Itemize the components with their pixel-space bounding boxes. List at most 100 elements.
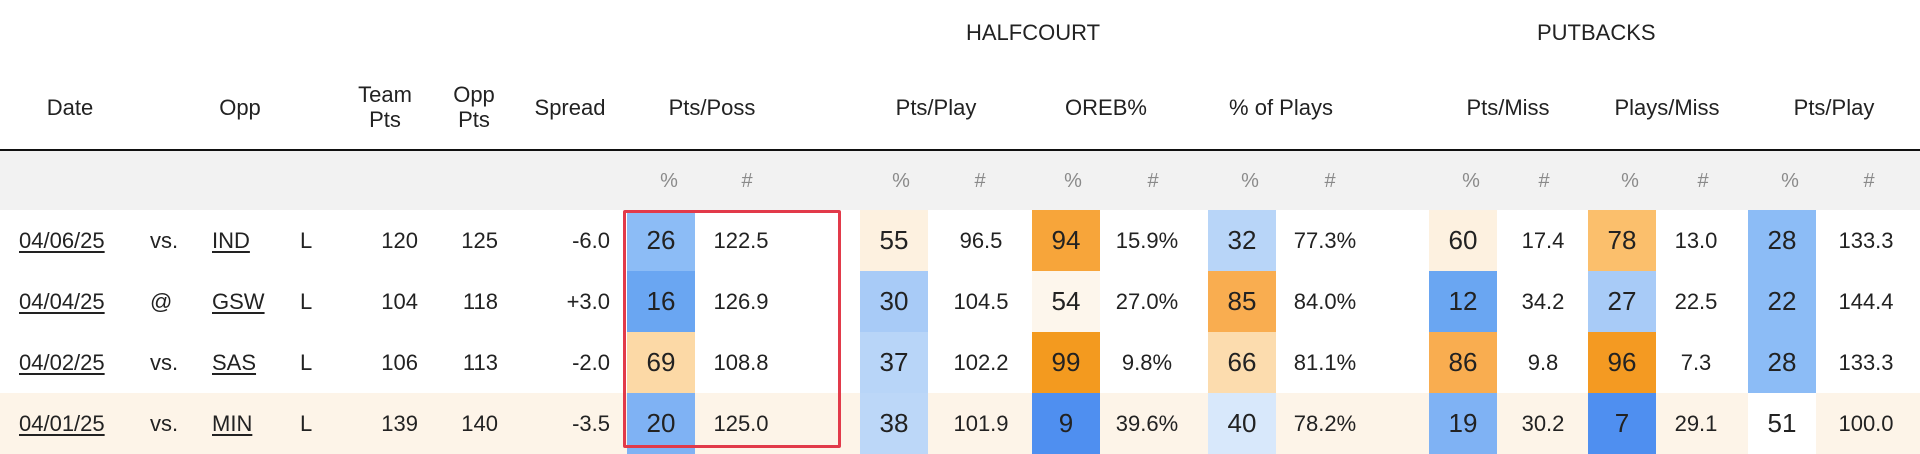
- column-header-putbacks-pts-play[interactable]: Pts/Play: [1793, 95, 1875, 120]
- subheader-hc-pts-play-num: #: [974, 170, 986, 192]
- subheader-pts-miss-pct: %: [1462, 170, 1480, 192]
- pts-miss-pctile: 12: [1429, 271, 1497, 332]
- column-header-plays-miss[interactable]: Plays/Miss: [1614, 95, 1720, 120]
- pct-plays-value: 78.2%: [1293, 411, 1357, 436]
- header-divider: [0, 149, 1920, 151]
- opp-pts: 113: [462, 350, 498, 375]
- column-header-pts-miss[interactable]: Pts/Miss: [1466, 95, 1550, 120]
- pts-poss-value: 126.9: [713, 289, 769, 314]
- spread: +3.0: [566, 289, 610, 314]
- pts-poss-value: 108.8: [713, 350, 769, 375]
- plays-miss-value: 29.1: [1674, 411, 1718, 436]
- column-header-pct-of-plays[interactable]: % of Plays: [1229, 95, 1333, 120]
- game-date-link[interactable]: 04/02/25: [19, 350, 105, 375]
- subheader-plays-miss-pct: %: [1621, 170, 1639, 192]
- column-header-opp[interactable]: Opp: [219, 95, 261, 120]
- subheader-pb-pts-play-pct: %: [1781, 170, 1799, 192]
- group-header-halfcourt: HALFCOURT: [966, 20, 1101, 45]
- plays-miss-value: 7.3: [1680, 350, 1712, 375]
- column-header-pts-poss[interactable]: Pts/Poss: [668, 95, 756, 120]
- subheader-pct-plays-pct: %: [1241, 170, 1259, 192]
- location: vs.: [150, 411, 179, 436]
- subheader-oreb-pct: %: [1064, 170, 1082, 192]
- opp-pts: 118: [462, 289, 498, 314]
- spread: -3.5: [572, 411, 610, 436]
- opp-pts: 125: [461, 228, 498, 253]
- plays-miss-pctile: 96: [1588, 332, 1656, 393]
- oreb-pctile: 94: [1032, 210, 1100, 271]
- table-row: 04/06/25 vs. IND L 120 125 -6.0 26 122.5…: [0, 210, 1920, 271]
- subheader-pts-poss-pct: %: [660, 170, 678, 192]
- spread: -2.0: [572, 350, 610, 375]
- table-row: 04/01/25 vs. MIN L 139 140 -3.5 20 125.0…: [0, 393, 1920, 454]
- game-date-link[interactable]: 04/04/25: [19, 289, 105, 314]
- opponent-link[interactable]: IND: [212, 228, 250, 253]
- oreb-pctile: 9: [1032, 393, 1100, 454]
- pts-poss-pctile: 26: [627, 210, 695, 271]
- oreb-value: 39.6%: [1115, 411, 1179, 436]
- pct-plays-value: 81.1%: [1293, 350, 1357, 375]
- table-row: 04/04/25 @ GSW L 104 118 +3.0 16 126.9 3…: [0, 271, 1920, 332]
- pb-pts-play-value: 144.4: [1838, 289, 1894, 314]
- pct-plays-value: 84.0%: [1293, 289, 1357, 314]
- pct-plays-pctile: 32: [1208, 210, 1276, 271]
- opponent-link[interactable]: MIN: [212, 411, 253, 436]
- pts-poss-pctile: 20: [627, 393, 695, 454]
- pct-plays-pctile: 40: [1208, 393, 1276, 454]
- subheader-pct-plays-num: #: [1324, 170, 1336, 192]
- location: vs.: [150, 228, 179, 253]
- pb-pts-play-pctile: 22: [1748, 271, 1816, 332]
- plays-miss-pctile: 27: [1588, 271, 1656, 332]
- table-row: 04/02/25 vs. SAS L 106 113 -2.0 69 108.8…: [0, 332, 1920, 393]
- pct-plays-pctile: 66: [1208, 332, 1276, 393]
- pb-pts-play-pctile: 51: [1748, 393, 1816, 454]
- subheader-hc-pts-play-pct: %: [892, 170, 910, 192]
- team-pts: 139: [381, 411, 418, 436]
- pts-miss-pctile: 60: [1429, 210, 1497, 271]
- oreb-value: 9.8%: [1121, 350, 1173, 375]
- hc-pts-play-value: 101.9: [953, 411, 1009, 436]
- column-header-oreb-pct[interactable]: OREB%: [1065, 95, 1147, 120]
- pb-pts-play-value: 133.3: [1838, 350, 1894, 375]
- hc-pts-play-pctile: 38: [860, 393, 928, 454]
- oreb-pctile: 54: [1032, 271, 1100, 332]
- column-header-date[interactable]: Date: [46, 95, 94, 120]
- plays-miss-pctile: 78: [1588, 210, 1656, 271]
- hc-pts-play-value: 104.5: [953, 289, 1009, 314]
- location: vs.: [150, 350, 179, 375]
- pts-miss-value: 34.2: [1521, 289, 1565, 314]
- hc-pts-play-value: 102.2: [953, 350, 1009, 375]
- column-header-halfcourt-pts-play[interactable]: Pts/Play: [895, 95, 977, 120]
- pts-miss-value: 30.2: [1521, 411, 1565, 436]
- pct-plays-value: 77.3%: [1293, 228, 1357, 253]
- pb-pts-play-value: 100.0: [1838, 411, 1894, 436]
- team-pts-header-line1: Team: [358, 82, 412, 107]
- team-pts: 120: [381, 228, 418, 253]
- plays-miss-value: 13.0: [1674, 228, 1718, 253]
- subheader-oreb-num: #: [1147, 170, 1159, 192]
- plays-miss-pctile: 7: [1588, 393, 1656, 454]
- game-date-link[interactable]: 04/06/25: [19, 228, 105, 253]
- opponent-link[interactable]: GSW: [212, 289, 265, 314]
- pts-miss-value: 17.4: [1521, 228, 1565, 253]
- pts-miss-pctile: 86: [1429, 332, 1497, 393]
- pts-miss-pctile: 19: [1429, 393, 1497, 454]
- pts-poss-value: 125.0: [713, 411, 769, 436]
- column-header-spread[interactable]: Spread: [534, 95, 606, 120]
- hc-pts-play-pctile: 30: [860, 271, 928, 332]
- team-pts-header-line2: Pts: [369, 107, 401, 132]
- opp-pts-header-line1: Opp: [453, 82, 495, 107]
- pb-pts-play-pctile: 28: [1748, 332, 1816, 393]
- plays-miss-value: 22.5: [1674, 289, 1718, 314]
- opponent-link[interactable]: SAS: [212, 350, 257, 375]
- hc-pts-play-pctile: 37: [860, 332, 928, 393]
- column-header-opp-pts[interactable]: Opp Pts: [434, 82, 514, 132]
- game-date-link[interactable]: 04/01/25: [19, 411, 105, 436]
- result: L: [300, 350, 313, 375]
- pb-pts-play-value: 133.3: [1838, 228, 1894, 253]
- opp-pts-header-line2: Pts: [458, 107, 490, 132]
- column-header-team-pts[interactable]: Team Pts: [345, 82, 425, 132]
- subheader-pts-miss-num: #: [1538, 170, 1550, 192]
- result: L: [300, 289, 313, 314]
- pct-plays-pctile: 85: [1208, 271, 1276, 332]
